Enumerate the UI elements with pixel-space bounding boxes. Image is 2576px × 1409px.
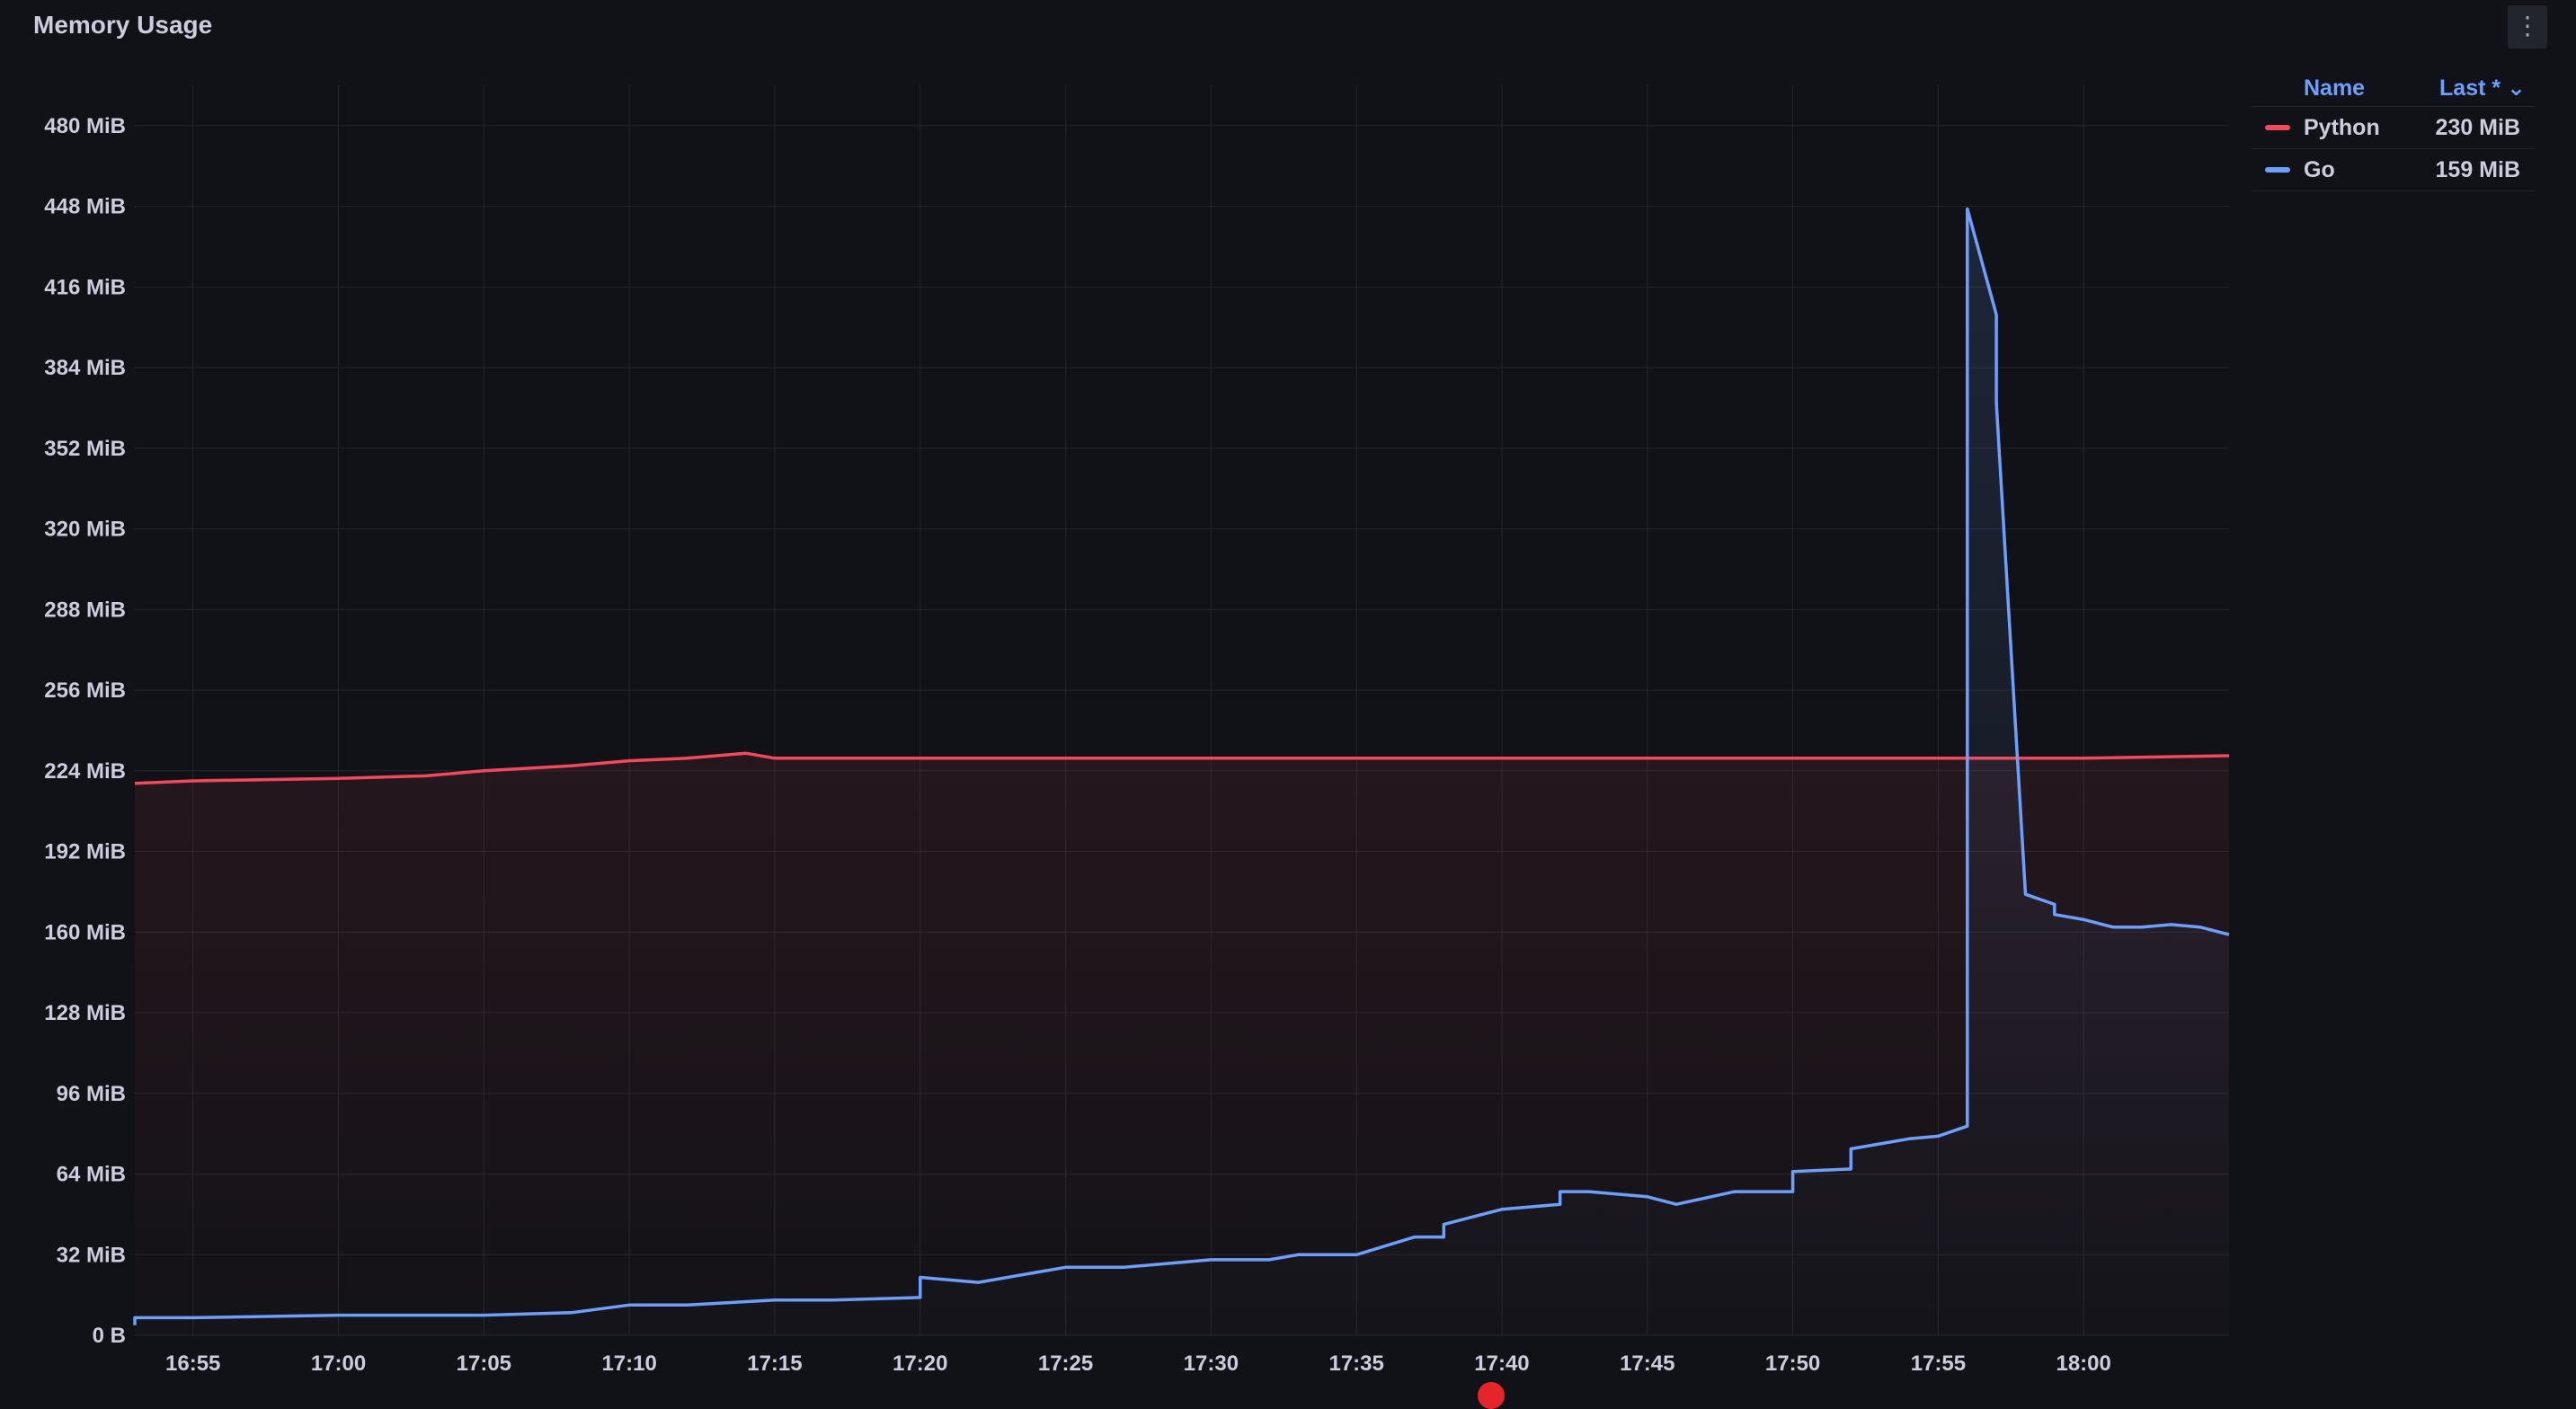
x-tick-label: 17:25 xyxy=(1038,1351,1093,1376)
python-series-area xyxy=(135,753,2229,1335)
panel-menu-button[interactable]: ⋮ xyxy=(2508,5,2547,49)
legend-item-last-value: 230 MiB xyxy=(2435,114,2520,140)
y-tick-label: 0 B xyxy=(93,1324,126,1348)
go-series-area xyxy=(135,208,2229,1335)
y-tick-label: 256 MiB xyxy=(44,678,126,703)
x-tick-label: 17:05 xyxy=(457,1351,511,1376)
legend-item-go[interactable]: Go 159 MiB xyxy=(2252,148,2535,191)
y-tick-label: 192 MiB xyxy=(44,840,126,864)
x-tick-label: 17:40 xyxy=(1474,1351,1529,1376)
legend-header-name[interactable]: Name xyxy=(2304,75,2366,101)
legend-item-name: Python xyxy=(2304,114,2380,140)
y-tick-label: 480 MiB xyxy=(44,114,126,138)
legend-item-python[interactable]: Python 230 MiB xyxy=(2252,106,2535,148)
y-tick-label: 160 MiB xyxy=(44,920,126,944)
y-tick-label: 320 MiB xyxy=(44,518,126,542)
y-tick-label: 288 MiB xyxy=(44,598,126,622)
y-tick-label: 416 MiB xyxy=(44,275,126,299)
x-tick-label: 17:35 xyxy=(1328,1351,1383,1376)
python-series-line xyxy=(134,751,2230,785)
y-tick-label: 128 MiB xyxy=(44,1001,126,1025)
x-axis: 16:55 17:00 17:05 17:10 17:15 17:20 17:25 17:30… xyxy=(165,1351,2111,1376)
x-tick-label: 18:00 xyxy=(2056,1351,2110,1376)
y-axis: 0 B 32 MiB 64 MiB 96 MiB 128 MiB 160 MiB 192 M… xyxy=(44,114,126,1348)
go-series-line xyxy=(133,207,2230,1325)
y-tick-label: 224 MiB xyxy=(44,759,126,784)
legend-table: Name Last * ⌄ Python 230 MiB Go 159 MiB xyxy=(2252,70,2535,191)
recording-cursor-indicator xyxy=(1478,1382,1505,1409)
series-lines xyxy=(133,207,2230,1335)
go-series-swatch xyxy=(2265,167,2290,173)
python-series-swatch xyxy=(2265,125,2290,130)
panel-title: Memory Usage xyxy=(33,11,213,39)
y-tick-label: 32 MiB xyxy=(57,1243,126,1267)
y-tick-label: 384 MiB xyxy=(44,356,126,380)
y-tick-label: 96 MiB xyxy=(57,1082,126,1106)
legend-header: Name Last * ⌄ xyxy=(2252,70,2535,106)
x-tick-label: 17:55 xyxy=(1911,1351,1966,1376)
legend-header-last-sort[interactable]: Last * ⌄ xyxy=(2439,75,2526,101)
y-tick-label: 352 MiB xyxy=(44,437,126,461)
x-tick-label: 16:55 xyxy=(165,1351,220,1376)
legend-item-last-value: 159 MiB xyxy=(2435,156,2520,182)
y-tick-label: 448 MiB xyxy=(44,195,126,219)
x-tick-label: 17:20 xyxy=(893,1351,947,1376)
x-tick-label: 17:45 xyxy=(1620,1351,1674,1376)
x-tick-label: 17:30 xyxy=(1184,1351,1239,1376)
kebab-menu-icon: ⋮ xyxy=(2515,12,2540,40)
x-tick-label: 17:00 xyxy=(311,1351,366,1376)
y-tick-label: 64 MiB xyxy=(57,1163,126,1187)
x-tick-label: 17:15 xyxy=(747,1351,802,1376)
x-tick-label: 17:10 xyxy=(601,1351,656,1376)
legend-item-name: Go xyxy=(2304,156,2335,182)
x-tick-label: 17:50 xyxy=(1765,1351,1820,1376)
